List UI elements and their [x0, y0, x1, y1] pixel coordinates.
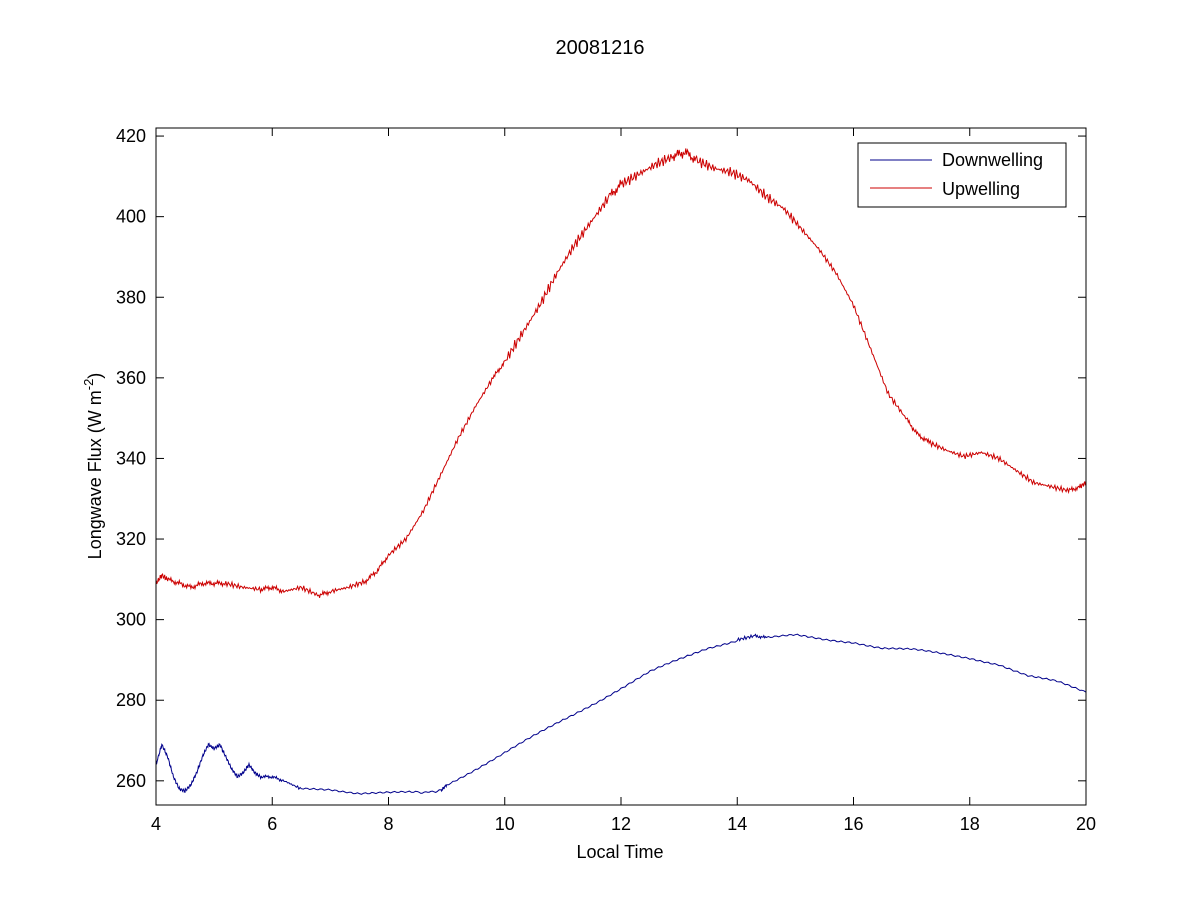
- y-tick-label: 280: [116, 690, 146, 710]
- plot-area: [156, 128, 1086, 805]
- y-tick-label: 400: [116, 207, 146, 227]
- x-tick-label: 16: [843, 814, 863, 834]
- x-tick-label: 18: [960, 814, 980, 834]
- y-tick-label: 380: [116, 287, 146, 307]
- y-tick-label: 360: [116, 368, 146, 388]
- tick-layer: 4 6 8 10 12 14 16 18 20 260 280 300 320 340 360 380 400 4…: [116, 126, 1096, 834]
- series-line-upwelling: [155, 148, 1087, 598]
- y-axis-label-suffix: ): [85, 373, 105, 379]
- x-tick-label: 12: [611, 814, 631, 834]
- y-tick-label: 340: [116, 448, 146, 468]
- plot-frame: [155, 127, 1087, 806]
- y-tick-label: 300: [116, 610, 146, 630]
- x-axis-label: Local Time: [576, 842, 663, 862]
- x-tick-label: 10: [495, 814, 515, 834]
- x-tick-label: 20: [1076, 814, 1096, 834]
- y-axis-label-superscript: -2: [81, 379, 96, 391]
- legend: Downwelling Upwelling: [857, 142, 1067, 208]
- chart-title: 20081216: [556, 37, 645, 59]
- x-tick-label: 4: [151, 814, 161, 834]
- y-tick-label: 260: [116, 771, 146, 791]
- y-tick-label: 320: [116, 529, 146, 549]
- series-line-downwelling: [155, 633, 1087, 795]
- y-tick-label: 420: [116, 126, 146, 146]
- x-tick-label: 6: [267, 814, 277, 834]
- series-layer: [155, 148, 1087, 795]
- legend-box: [857, 142, 1067, 208]
- x-tick-label: 14: [727, 814, 747, 834]
- x-tick-label: 8: [383, 814, 393, 834]
- y-axis-label: Longwave Flux (W m-2): [81, 373, 105, 560]
- legend-label-upwelling: Upwelling: [942, 179, 1020, 199]
- y-axis-label-prefix: Longwave Flux (W m: [85, 390, 105, 559]
- legend-label-downwelling: Downwelling: [942, 150, 1043, 170]
